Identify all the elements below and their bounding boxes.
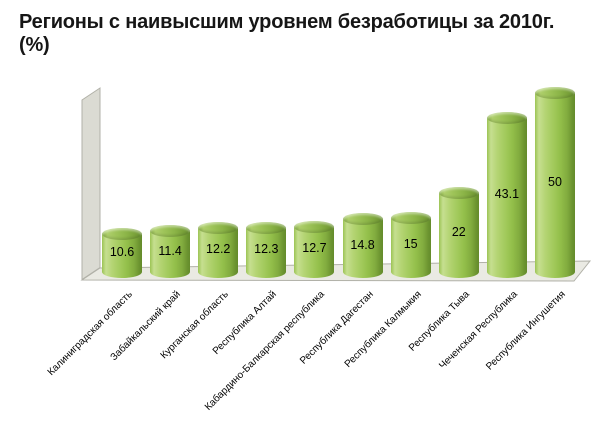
bar-value-label: 12.2: [206, 242, 231, 257]
bar-cylinder: [342, 219, 383, 272]
bar-top-cap: [438, 187, 479, 200]
bar-top-cap: [534, 87, 575, 99]
bar-top-cap: [342, 213, 383, 226]
bar-top-cap: [294, 220, 335, 233]
bar-value-label: 15: [403, 237, 418, 252]
bar-value-label: 12.7: [302, 241, 327, 256]
bar-cylinder: [534, 93, 575, 272]
bar-cylinder: [438, 193, 479, 272]
bar-cylinder: [390, 218, 431, 272]
bar-cylinder: [486, 117, 527, 272]
bar-cylinder: [246, 227, 287, 272]
plot-back-wall: [81, 87, 101, 281]
bar-value-label: 12.3: [254, 241, 279, 256]
chart-title-line2: (%): [19, 34, 50, 56]
chart-title-line1: Регионы с наивысшим уровнем безработицы …: [19, 11, 555, 33]
chart-title: Регионы с наивысшим уровнем безработицы …: [19, 11, 594, 57]
bar-value-label: 22: [451, 224, 466, 239]
bar-top-cap: [150, 225, 191, 238]
bar-value-label: 11.4: [158, 243, 182, 258]
bar-top-cap: [102, 228, 142, 241]
bar-value-label: 14.8: [350, 237, 375, 252]
bar-value-label: 43.1: [494, 186, 520, 201]
bar-top-cap: [390, 212, 431, 225]
bar-value-label: 10.6: [109, 245, 135, 260]
bar-cylinder: [150, 231, 191, 272]
bar-cylinder: [102, 234, 142, 272]
bar-top-cap: [198, 222, 239, 235]
bar-value-label: 50: [548, 174, 562, 189]
bar-top-cap: [486, 111, 527, 124]
bar-cylinder: [198, 228, 239, 272]
bar-cylinder: [294, 226, 335, 272]
bar-top-cap: [246, 221, 287, 234]
